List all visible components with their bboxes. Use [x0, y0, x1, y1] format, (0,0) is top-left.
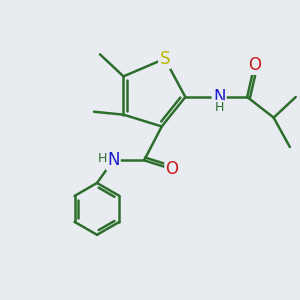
- Text: H: H: [97, 152, 107, 165]
- Text: N: N: [107, 151, 119, 169]
- Text: O: O: [166, 160, 178, 178]
- Text: N: N: [213, 88, 225, 106]
- Text: S: S: [160, 50, 170, 68]
- Text: H: H: [214, 101, 224, 114]
- Text: O: O: [248, 56, 261, 74]
